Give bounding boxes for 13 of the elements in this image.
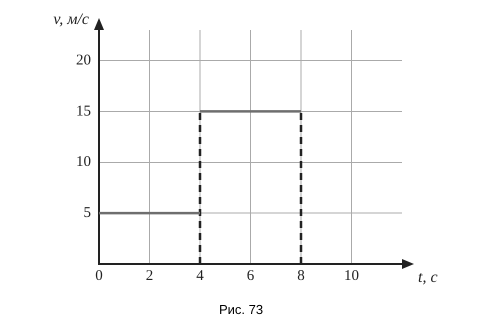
y-axis-title: v, м/с [53,11,89,28]
text: Рис. 73 [218,302,264,317]
x-tick-label: 0 [95,268,103,284]
x-tick-label: 8 [297,268,305,284]
x-axis-title: t, с [418,269,438,286]
y-tick-label: 15 [76,103,91,120]
x-tick-label: 6 [246,268,255,284]
y-tick-label: 20 [76,52,91,68]
x-tick-label: 10 [344,268,359,284]
x-tick-label: 2 [146,268,154,284]
y-tick-label: 10 [76,154,91,170]
y-tick-label: 5 [84,205,91,222]
x-tick-label: 4 [196,268,204,284]
